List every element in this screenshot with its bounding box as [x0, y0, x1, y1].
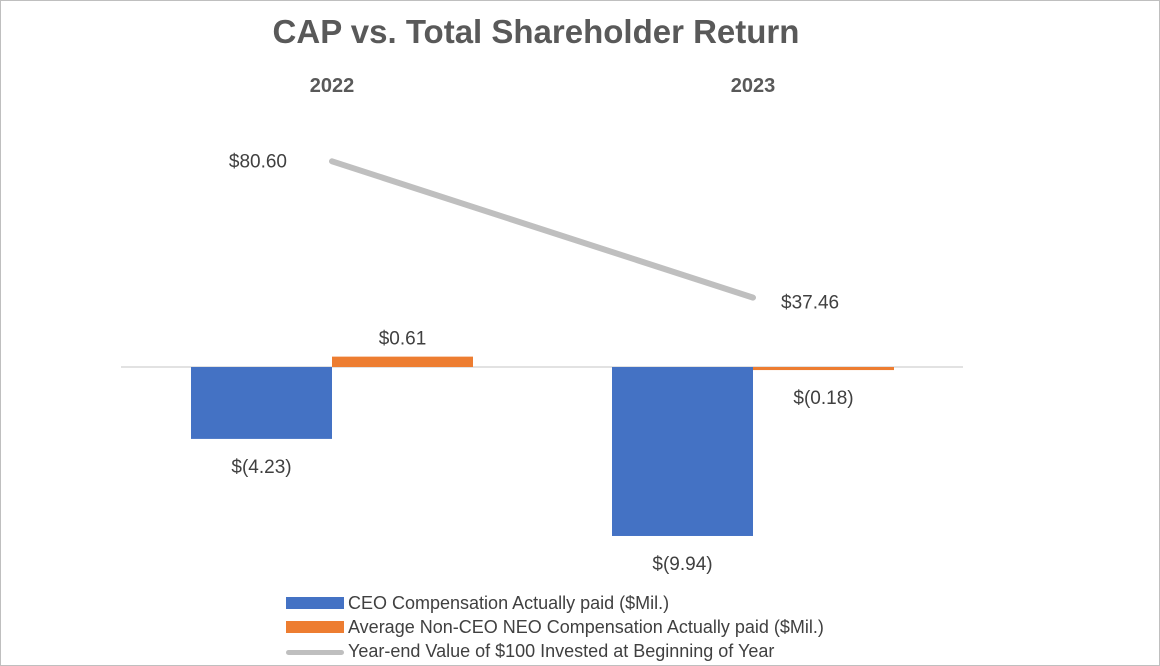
data-label-ceo-2023: $(9.94) — [652, 554, 712, 575]
legend-item-ceo[interactable]: CEO Compensation Actually paid ($Mil.) — [286, 591, 824, 615]
bar-ceo-2023 — [612, 367, 753, 536]
category-label-2022: 2022 — [310, 75, 355, 97]
legend-item-neo[interactable]: Average Non-CEO NEO Compensation Actuall… — [286, 615, 824, 639]
legend-swatch-neo — [286, 621, 344, 633]
legend-label-ceo: CEO Compensation Actually paid ($Mil.) — [348, 592, 670, 613]
tsr-line — [329, 158, 756, 301]
legend-label-tsr: Year-end Value of $100 Invested at Begin… — [348, 640, 775, 661]
data-label-neo-2023: $(0.18) — [793, 388, 853, 409]
data-label-tsr-2022: $80.60 — [229, 151, 287, 172]
legend-swatch-tsr — [286, 649, 344, 655]
bar-neo-2023 — [753, 367, 894, 371]
category-label-2023: 2023 — [731, 75, 776, 97]
data-label-neo-2022: $0.61 — [379, 329, 427, 350]
chart-title: CAP vs. Total Shareholder Return — [272, 13, 800, 50]
bar-ceo-2022 — [191, 367, 332, 439]
data-label-ceo-2022: $(4.23) — [231, 457, 291, 478]
bar-neo-2022 — [332, 356, 473, 367]
data-label-tsr-2023: $37.46 — [781, 293, 839, 314]
legend-label-neo: Average Non-CEO NEO Compensation Actuall… — [348, 616, 824, 637]
chart-legend: CEO Compensation Actually paid ($Mil.) A… — [286, 591, 824, 663]
legend-swatch-ceo — [286, 597, 344, 609]
legend-item-tsr[interactable]: Year-end Value of $100 Invested at Begin… — [286, 639, 824, 663]
